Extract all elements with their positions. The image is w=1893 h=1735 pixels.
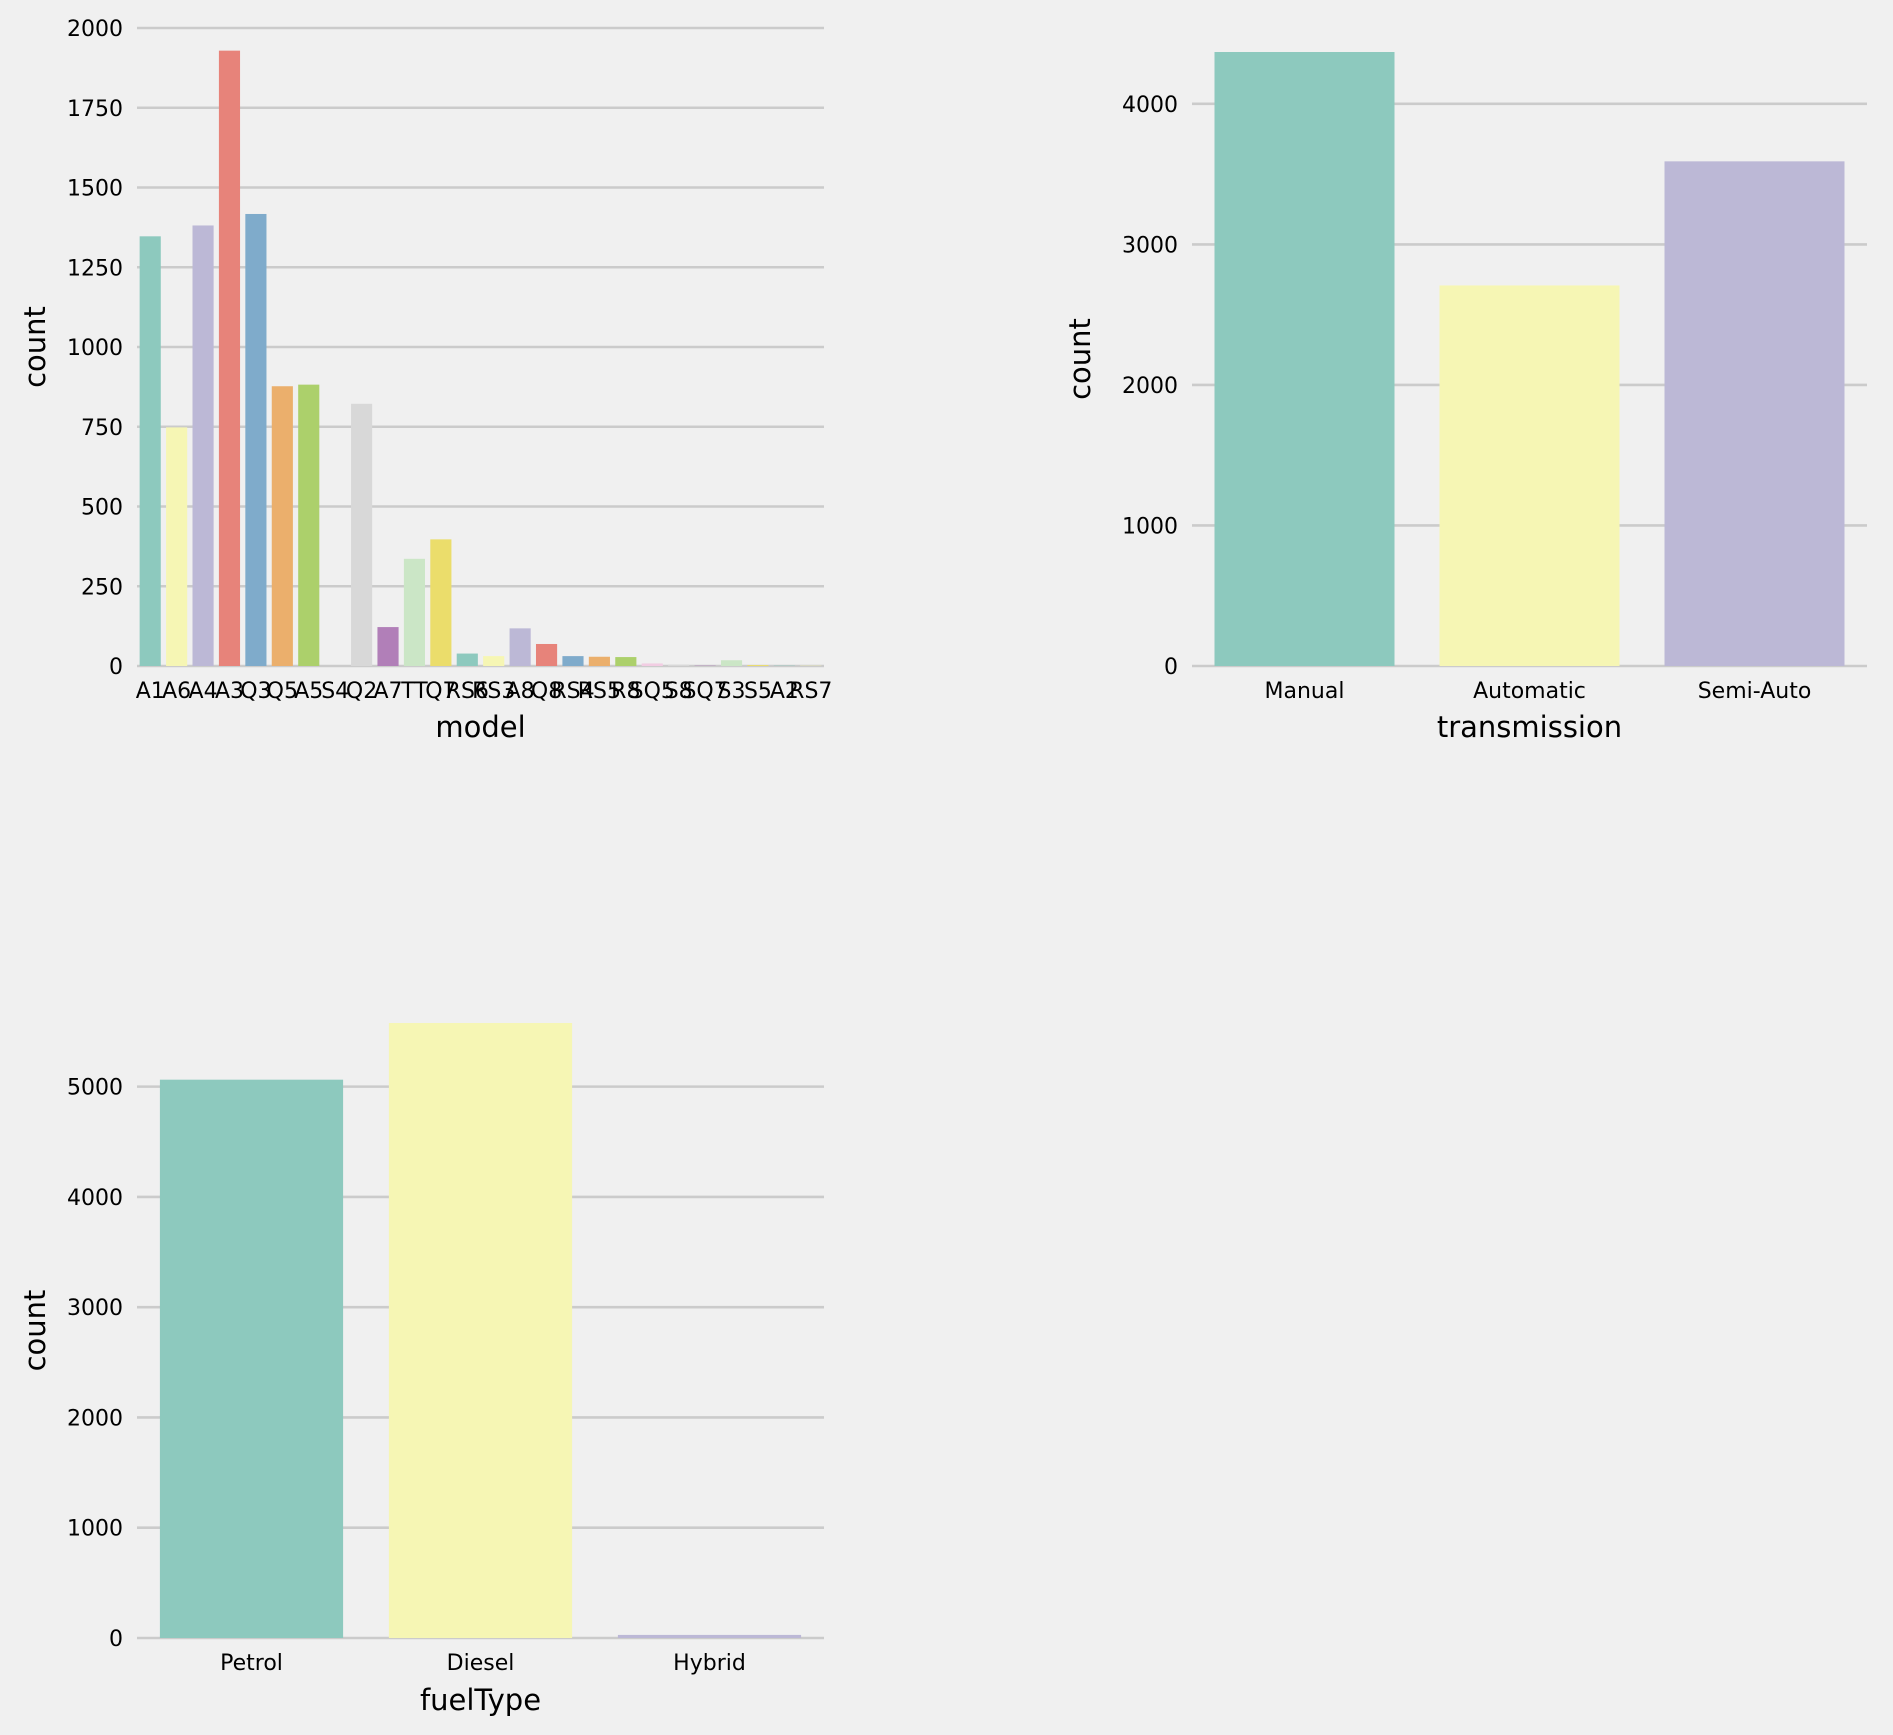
x-tick-label: Petrol bbox=[220, 1651, 283, 1676]
y-tick-label: 500 bbox=[81, 496, 123, 521]
x-tick-label: Q5 bbox=[267, 679, 298, 704]
x-tick-label: S3 bbox=[718, 679, 746, 704]
bar-q7 bbox=[430, 539, 452, 666]
chart-transmission-counts: 0 1000 2000 3000 4000 Manual Automatic Semi-Au… bbox=[1063, 52, 1867, 744]
bar-r8 bbox=[615, 657, 637, 666]
x-tick-label: Q7 bbox=[425, 679, 456, 704]
bar-rs3 bbox=[483, 656, 505, 666]
bar-petrol bbox=[159, 1079, 344, 1638]
x-axis-label: fuelType bbox=[420, 1683, 541, 1717]
y-tick-label: 4000 bbox=[67, 1186, 123, 1211]
bar-rs6 bbox=[456, 653, 478, 666]
y-tick-label: 5000 bbox=[67, 1076, 123, 1101]
bar-diesel bbox=[388, 1023, 573, 1638]
bar-q8 bbox=[535, 643, 558, 666]
y-axis-label: count bbox=[18, 1290, 52, 1372]
x-tick-label: A4 bbox=[189, 679, 218, 704]
bar-s5 bbox=[747, 665, 769, 666]
x-tick-label: RS6 bbox=[446, 679, 489, 704]
bar-q2 bbox=[351, 403, 373, 666]
x-tick-label: Q2 bbox=[346, 679, 377, 704]
x-tick-label: SQ5 bbox=[630, 679, 675, 704]
bar-rs4 bbox=[562, 656, 584, 666]
x-tick-label: S8 bbox=[665, 679, 693, 704]
x-tick-label: Q3 bbox=[240, 679, 271, 704]
bar-hybrid bbox=[617, 1634, 802, 1638]
x-tick-label: TT bbox=[400, 679, 428, 704]
x-tick-label: S4 bbox=[321, 679, 349, 704]
x-tick-label: RS3 bbox=[472, 679, 515, 704]
x-tick-label: A8 bbox=[506, 679, 535, 704]
x-tick-label: S5 bbox=[744, 679, 772, 704]
x-tick-label: A3 bbox=[215, 679, 244, 704]
y-tick-label: 250 bbox=[81, 575, 123, 600]
bar-s8 bbox=[668, 664, 690, 666]
bar-tt bbox=[403, 558, 426, 666]
y-axis-label: count bbox=[18, 306, 52, 388]
x-tick-label: SQ7 bbox=[682, 679, 727, 704]
bar-a5 bbox=[298, 384, 320, 666]
x-tick-label: R8 bbox=[611, 679, 640, 704]
x-tick-label: A5 bbox=[294, 679, 323, 704]
x-tick-label: RS7 bbox=[789, 679, 832, 704]
y-tick-label: 3000 bbox=[67, 1296, 123, 1321]
y-tick-label: 1250 bbox=[67, 256, 123, 281]
x-axis-label: transmission bbox=[1437, 710, 1622, 744]
y-tick-label: 4000 bbox=[1122, 93, 1178, 118]
bar-manual bbox=[1214, 52, 1395, 666]
x-tick-label: RS4 bbox=[551, 679, 594, 704]
x-tick-label: A7 bbox=[373, 679, 402, 704]
chart-fueltype-counts: 0 1000 2000 3000 4000 5000 Petrol Diesel Hybrid… bbox=[18, 1023, 824, 1717]
bar-sq5 bbox=[641, 663, 663, 666]
x-tick-label: RS5 bbox=[578, 679, 621, 704]
bar-automatic bbox=[1439, 285, 1620, 666]
bar-a6 bbox=[166, 427, 188, 666]
y-tick-label: 2000 bbox=[1122, 374, 1178, 399]
bar-a4 bbox=[192, 225, 214, 666]
y-tick-label: 1000 bbox=[67, 1517, 123, 1542]
y-tick-label: 1000 bbox=[1122, 514, 1178, 539]
y-tick-label: 1500 bbox=[67, 177, 123, 202]
bar-q5 bbox=[271, 386, 293, 666]
y-tick-label: 750 bbox=[81, 416, 123, 441]
x-tick-label: Hybrid bbox=[673, 1651, 746, 1676]
y-tick-label: 1750 bbox=[67, 97, 123, 122]
y-axis-label: count bbox=[1063, 318, 1097, 400]
y-tick-label: 2000 bbox=[67, 17, 123, 42]
bar-rs5 bbox=[588, 656, 610, 666]
bar-a8 bbox=[509, 628, 531, 666]
x-tick-label: Semi-Auto bbox=[1698, 679, 1812, 704]
y-tick-label: 0 bbox=[1164, 655, 1178, 680]
x-tick-label: Manual bbox=[1265, 679, 1345, 704]
y-tick-label: 1000 bbox=[67, 336, 123, 361]
bar-a7 bbox=[377, 627, 399, 666]
x-tick-label: A2 bbox=[770, 679, 799, 704]
bar-a3 bbox=[218, 50, 241, 667]
y-tick-label: 2000 bbox=[67, 1406, 123, 1431]
x-tick-label: A6 bbox=[162, 679, 191, 704]
y-tick-label: 0 bbox=[109, 1627, 123, 1652]
x-tick-label: A1 bbox=[136, 679, 165, 704]
bar-q3 bbox=[245, 213, 267, 667]
bar-a1 bbox=[139, 236, 161, 666]
x-tick-label: Automatic bbox=[1473, 679, 1586, 704]
y-tick-label: 3000 bbox=[1122, 233, 1178, 258]
x-axis-label: model bbox=[435, 710, 525, 744]
x-tick-label: Diesel bbox=[447, 1651, 515, 1676]
y-tick-label: 0 bbox=[109, 655, 123, 680]
bar-s3 bbox=[720, 660, 743, 666]
bar-semi-auto bbox=[1664, 161, 1845, 667]
x-tick-label: Q8 bbox=[531, 679, 562, 704]
